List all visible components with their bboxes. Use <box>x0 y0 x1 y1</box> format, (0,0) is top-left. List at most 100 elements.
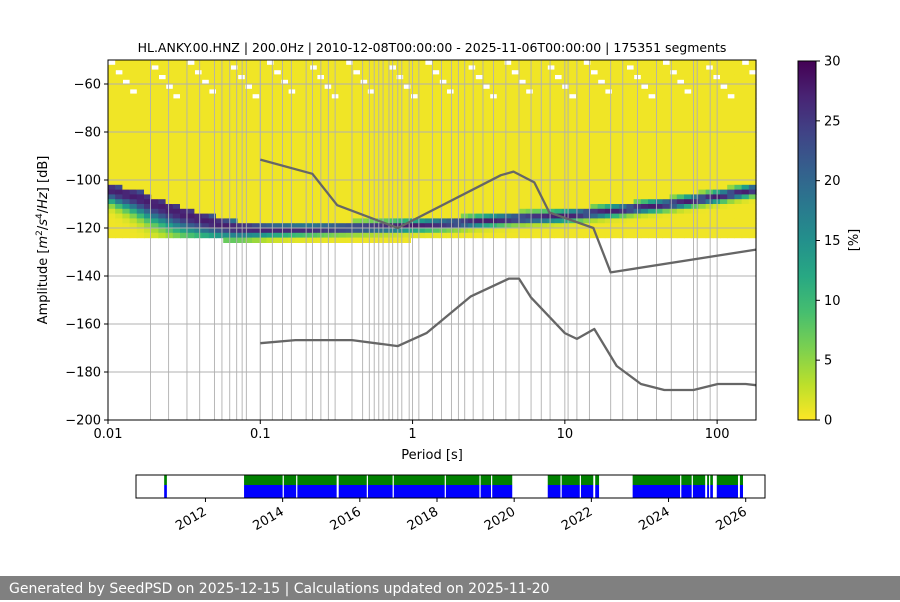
heatmap-cell <box>252 108 260 114</box>
heatmap-cell <box>374 60 383 66</box>
heatmap-cell <box>691 117 699 123</box>
heatmap-cell <box>698 232 707 239</box>
heatmap-cell <box>216 165 224 171</box>
heatmap-cell <box>396 88 404 95</box>
heatmap-cell <box>561 223 570 229</box>
heatmap-cell <box>367 151 375 157</box>
heatmap-cell <box>244 127 253 133</box>
heatmap-cell <box>662 108 671 114</box>
heatmap-cell <box>453 165 462 171</box>
heatmap-cell <box>201 69 210 75</box>
heatmap-cell <box>122 156 131 162</box>
heatmap-cell <box>338 122 347 128</box>
heatmap-cell <box>468 223 476 229</box>
heatmap-cell <box>273 127 282 133</box>
heatmap-cell <box>201 151 210 157</box>
heatmap-cell <box>568 98 577 104</box>
heatmap-cell <box>511 93 519 99</box>
heatmap-cell <box>482 228 491 234</box>
heatmap-cell <box>352 64 361 71</box>
heatmap-cell <box>144 213 152 219</box>
heatmap-cell <box>309 180 318 186</box>
heatmap-cell <box>727 228 735 234</box>
heatmap-cell <box>669 232 678 239</box>
heatmap-cell <box>295 127 303 133</box>
heatmap-cell <box>496 151 505 157</box>
heatmap-cell <box>561 88 570 95</box>
heatmap-cell <box>655 64 663 71</box>
heatmap-cell <box>108 232 116 239</box>
heatmap-cell <box>230 103 239 109</box>
heatmap-cell <box>266 189 275 195</box>
heatmap-cell <box>662 151 671 157</box>
heatmap-cell <box>403 117 411 123</box>
heatmap-cell <box>208 151 217 157</box>
heatmap-cell <box>266 141 275 147</box>
heatmap-cell <box>273 189 282 195</box>
heatmap-cell <box>381 84 390 90</box>
heatmap-cell <box>244 199 253 205</box>
heatmap-cell <box>115 79 123 85</box>
heatmap-cell <box>223 170 231 176</box>
heatmap-cell <box>381 103 390 109</box>
heatmap-cell <box>568 204 577 210</box>
heatmap-cell <box>410 184 419 191</box>
heatmap-cell <box>748 184 757 191</box>
heatmap-cell <box>381 228 390 234</box>
heatmap-cell <box>662 132 671 138</box>
heatmap-cell <box>604 69 613 75</box>
heatmap-cell <box>640 160 649 167</box>
heatmap-cell <box>129 223 138 229</box>
heatmap-cell <box>136 180 145 186</box>
heatmap-cell <box>136 117 145 123</box>
heatmap-cell <box>720 180 728 186</box>
heatmap-cell <box>727 127 735 133</box>
heatmap-cell <box>720 98 728 104</box>
heatmap-cell <box>187 165 195 171</box>
heatmap-cell <box>273 60 282 66</box>
heatmap-cell <box>525 64 534 71</box>
heatmap-cell <box>208 165 217 171</box>
heatmap-cell <box>684 170 692 176</box>
availability-bottom <box>338 485 513 498</box>
heatmap-cell <box>223 141 231 147</box>
heatmap-cell <box>691 127 699 133</box>
heatmap-cell <box>259 165 267 171</box>
heatmap-cell <box>151 141 159 147</box>
heatmap-cell <box>374 84 383 90</box>
heatmap-cell <box>576 151 584 157</box>
heatmap-cell <box>453 170 462 176</box>
heatmap-cell <box>604 141 613 147</box>
heatmap-cell <box>748 165 757 171</box>
heatmap-cell <box>705 132 714 138</box>
heatmap-cell <box>446 160 455 167</box>
heatmap-cell <box>590 170 599 176</box>
noise-model-curves <box>259 158 757 392</box>
heatmap-cell <box>612 194 620 200</box>
heatmap-cell <box>367 156 375 162</box>
heatmap-cell <box>698 93 707 99</box>
heatmap-cell <box>612 64 620 71</box>
heatmap-cell <box>468 160 476 167</box>
heatmap-cell <box>280 175 289 181</box>
heatmap-cell <box>424 108 433 114</box>
heatmap-cell <box>540 64 548 71</box>
heatmap-cell <box>446 69 455 75</box>
heatmap-cell <box>136 175 145 181</box>
heatmap-cell <box>136 69 145 75</box>
heatmap-cell <box>604 127 613 133</box>
heatmap-cell <box>547 218 555 224</box>
heatmap-cell <box>122 232 131 239</box>
heatmap-cell <box>338 108 347 114</box>
heatmap-cell <box>252 146 260 152</box>
heatmap-cell <box>453 98 462 104</box>
heatmap-cell <box>648 156 656 162</box>
heatmap-cell <box>590 204 599 210</box>
heatmap-cell <box>410 88 419 95</box>
heatmap-cell <box>295 160 303 167</box>
heatmap-cell <box>734 156 743 162</box>
heatmap-cell <box>561 98 570 104</box>
heatmap-cell <box>662 213 671 219</box>
heatmap-cell <box>410 151 419 157</box>
heatmap-cell <box>669 98 678 104</box>
